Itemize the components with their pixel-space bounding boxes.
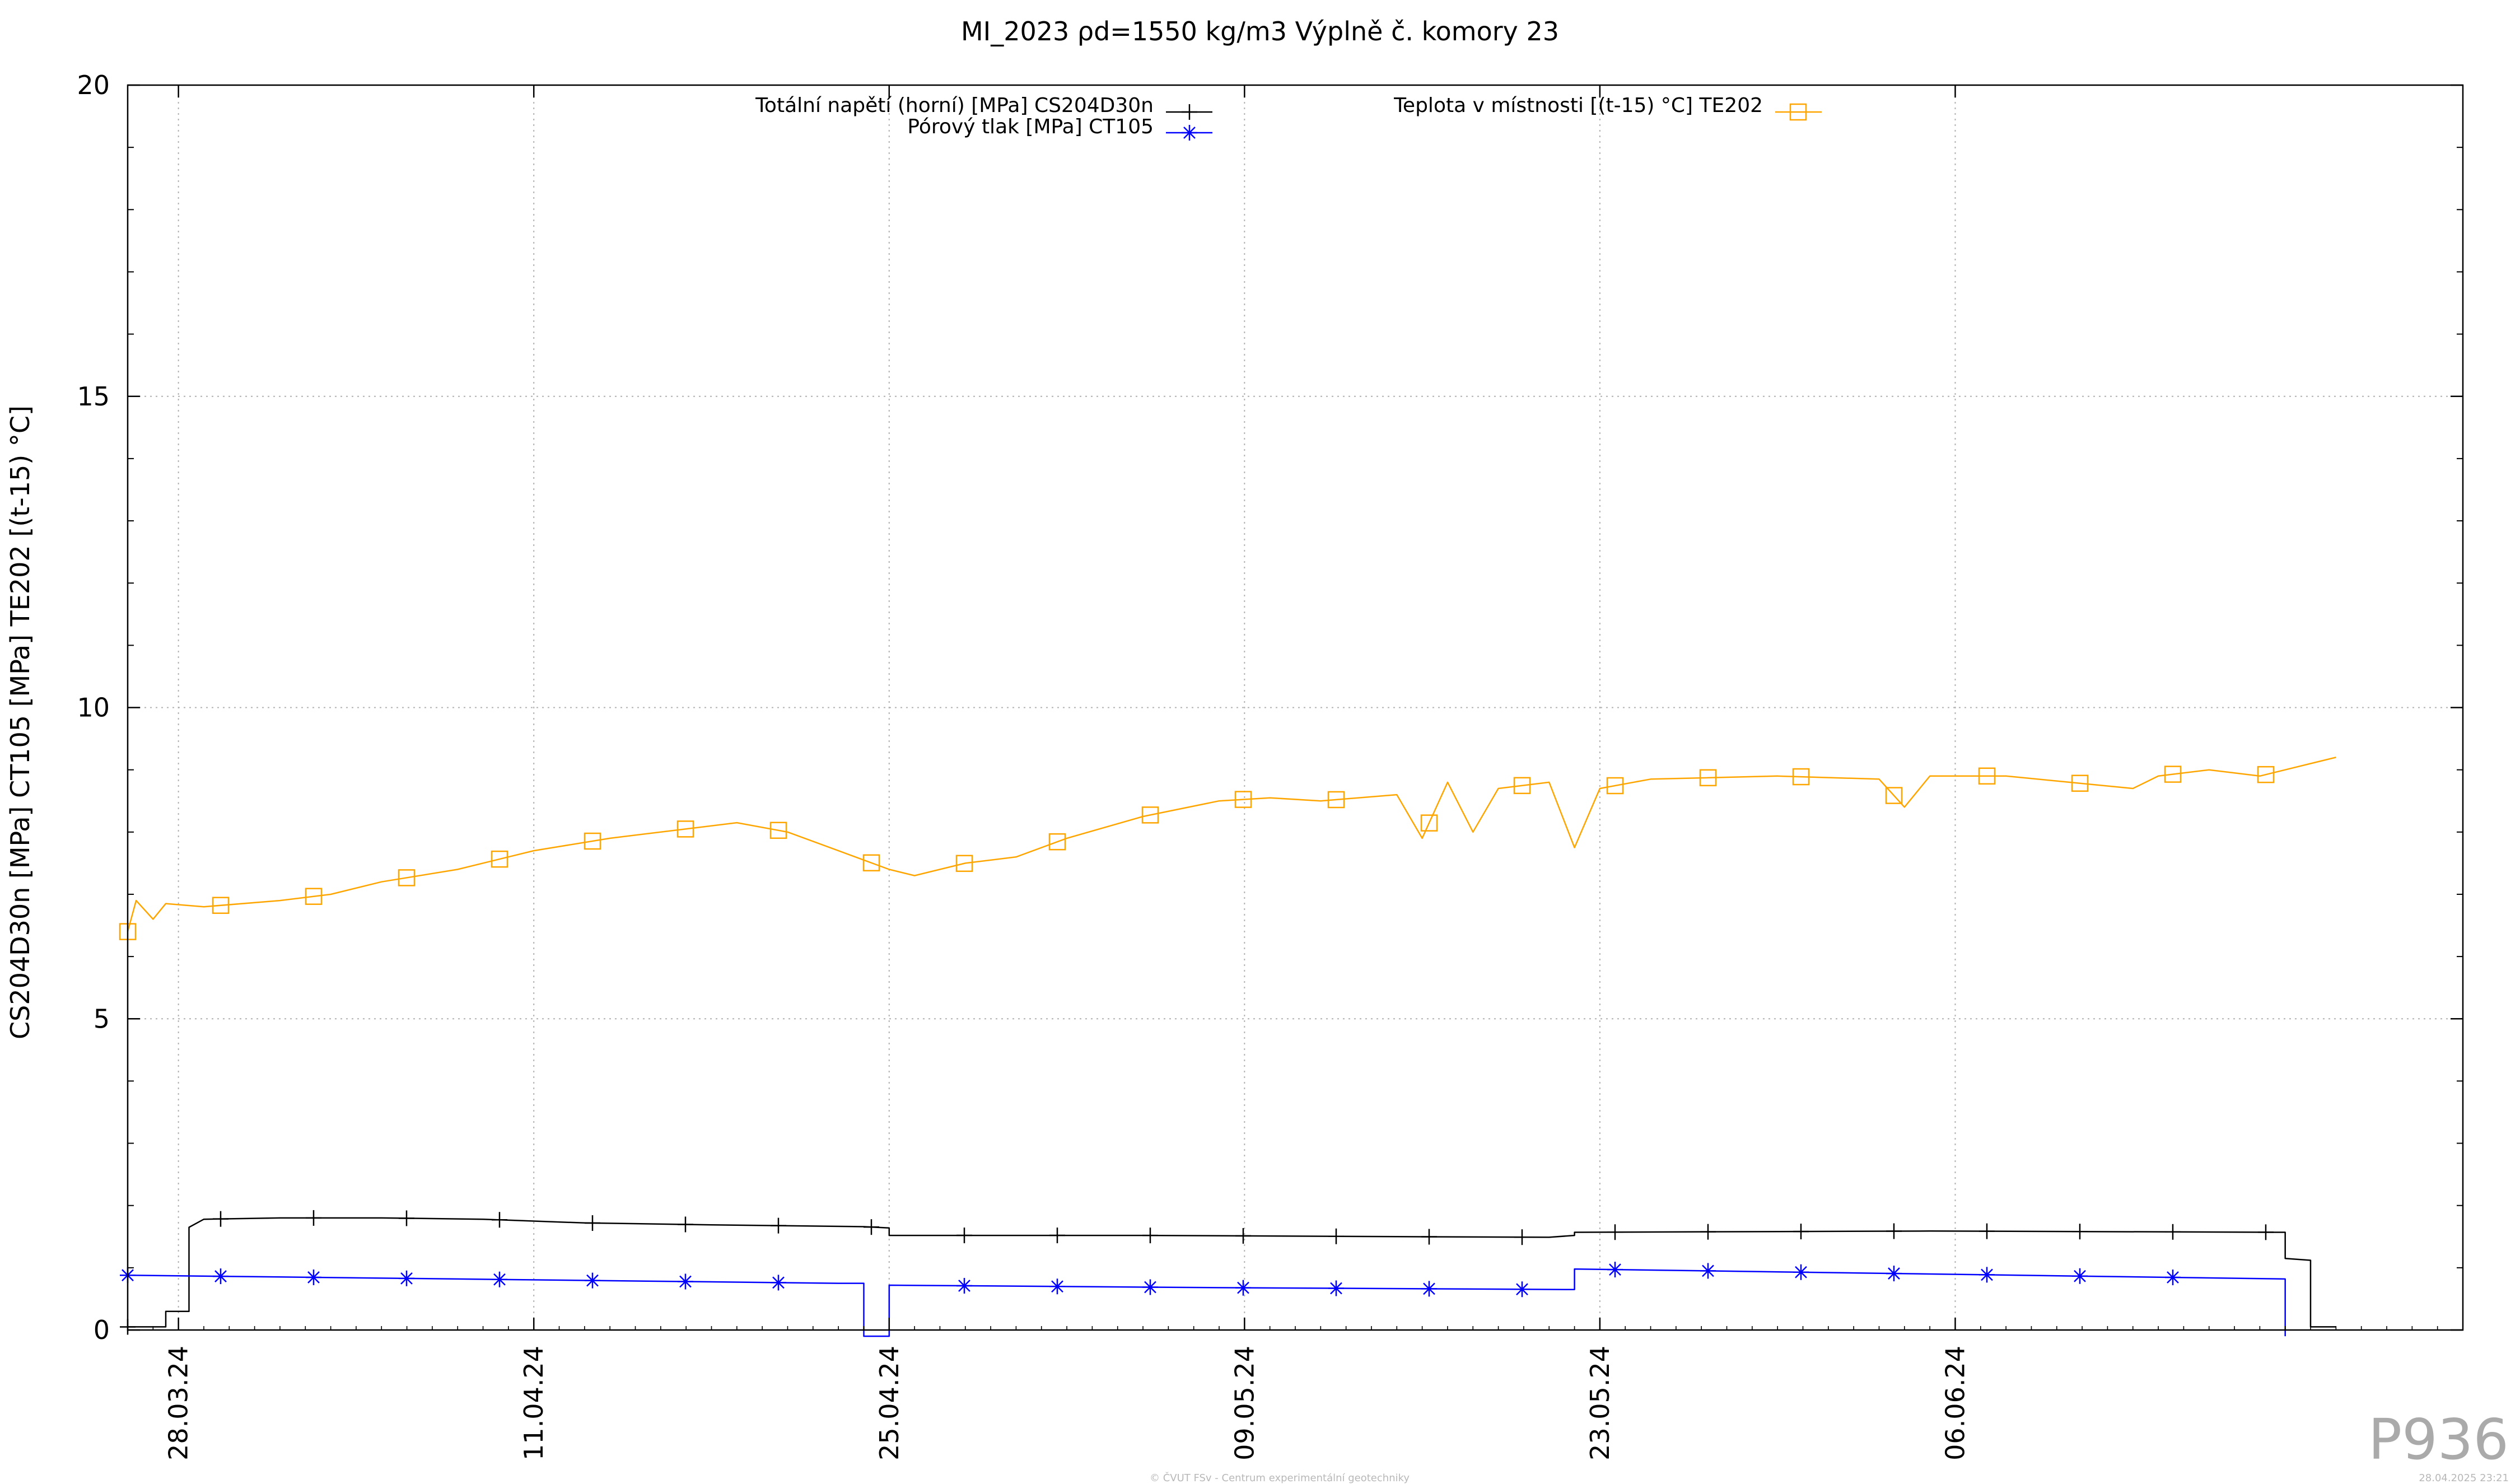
- data-point-ct105: [1328, 1280, 1344, 1296]
- y-tick-label: 15: [77, 381, 110, 412]
- data-point-te202: [1234, 791, 1252, 808]
- data-point-cs204d30n: [306, 1210, 321, 1226]
- data-point-te202: [769, 822, 787, 839]
- x-tick-label: 06.06.24: [1940, 1346, 1970, 1460]
- x-tick-label: 25.04.24: [874, 1346, 904, 1460]
- data-point-ct105: [306, 1269, 321, 1285]
- footer-copyright: © ČVUT FSv - Centrum experimentální geot…: [1150, 1472, 1410, 1484]
- data-point-te202: [1048, 833, 1066, 851]
- plot-frame: [127, 84, 2464, 1331]
- data-point-te202: [1327, 791, 1345, 809]
- data-point-ct105: [1049, 1278, 1065, 1295]
- x-tick-label: 28.03.24: [164, 1346, 194, 1460]
- y-tick-label: 0: [94, 1315, 110, 1345]
- legend-label-cs204d30n: Totální napětí (horní) [MPa] CS204D30n: [755, 94, 1154, 117]
- legend-marker-cs204d30n: [1182, 104, 1197, 120]
- data-point-te202: [2164, 766, 2182, 783]
- data-point-cs204d30n: [1049, 1228, 1065, 1244]
- data-point-te202: [1141, 806, 1159, 824]
- data-point-te202: [1606, 777, 1624, 795]
- data-point-ct105: [1421, 1281, 1437, 1297]
- data-point-te202: [2257, 766, 2275, 783]
- axis-ticks: 0 5 10 15 20 28.03.24 11.04.24 25.04.24 09.05.24…: [77, 70, 2463, 1460]
- data-point-te202: [1792, 768, 1810, 786]
- data-point-ct105: [771, 1275, 786, 1291]
- data-point-te202: [1885, 787, 1903, 804]
- series-line-cs204d30n: [128, 1217, 2336, 1328]
- data-point-ct105: [1142, 1279, 1158, 1295]
- y-tick-label: 10: [77, 693, 110, 723]
- data-point-cs204d30n: [1235, 1228, 1251, 1244]
- data-point-te202: [305, 888, 323, 905]
- data-point-ct105: [1886, 1266, 1902, 1282]
- data-point-te202: [2071, 774, 2089, 792]
- data-point-te202: [862, 854, 880, 872]
- data-point-ct105: [1514, 1281, 1530, 1298]
- x-tick-label: 09.05.24: [1229, 1346, 1259, 1460]
- data-point-te202: [584, 832, 601, 850]
- data-point-te202: [1420, 814, 1438, 832]
- y-axis-label: CS204D30n [MPa] CT105 [MPa] TE202 [(t-15…: [5, 405, 35, 1039]
- grid-lines: [128, 85, 2463, 1330]
- data-point-cs204d30n: [1421, 1229, 1437, 1245]
- legend-label-te202: Teplota v místnosti [(t-15) °C] TE202: [1393, 94, 1763, 117]
- series-line-te202: [127, 757, 2336, 932]
- series-line-ct105: [127, 1268, 2286, 1337]
- data-point-ct105: [492, 1271, 507, 1287]
- data-point-te202: [491, 850, 508, 868]
- series-markers: [119, 766, 2275, 1335]
- data-point-ct105: [1979, 1267, 1995, 1283]
- data-point-cs204d30n: [2072, 1224, 2088, 1240]
- data-point-te202: [676, 820, 694, 838]
- data-point-cs204d30n: [585, 1215, 600, 1231]
- data-point-ct105: [1700, 1263, 1716, 1279]
- data-point-te202: [1513, 777, 1531, 795]
- legend-marker-ct105: [1182, 125, 1197, 141]
- legend-marker-te202: [1789, 103, 1807, 121]
- data-point-ct105: [585, 1272, 600, 1289]
- data-point-ct105: [213, 1268, 228, 1285]
- data-point-ct105: [2072, 1268, 2088, 1284]
- data-point-te202: [1699, 769, 1717, 787]
- legend: Totální napětí (horní) [MPa] CS204D30n P…: [755, 94, 1822, 141]
- data-point-cs204d30n: [771, 1217, 786, 1234]
- data-point-ct105: [956, 1277, 972, 1294]
- data-point-cs204d30n: [399, 1210, 414, 1226]
- series-lines: [127, 757, 2336, 1337]
- data-point-cs204d30n: [864, 1219, 879, 1235]
- data-point-te202: [955, 855, 973, 872]
- footer-timestamp: 28.04.2025 23:21: [2419, 1472, 2509, 1484]
- data-point-ct105: [2165, 1270, 2181, 1286]
- data-point-ct105: [678, 1273, 693, 1290]
- data-point-cs204d30n: [1514, 1229, 1530, 1245]
- corner-label: P936: [2368, 1407, 2509, 1472]
- y-tick-label: 5: [94, 1004, 110, 1034]
- chart-title: MI_2023 ρd=1550 kg/m3 Výplně č. komory 2…: [961, 16, 1559, 46]
- data-point-cs204d30n: [1793, 1224, 1809, 1240]
- x-tick-label: 23.05.24: [1585, 1346, 1615, 1460]
- legend-label-ct105: Pórový tlak [MPa] CT105: [907, 115, 1154, 138]
- data-point-cs204d30n: [1328, 1228, 1344, 1244]
- data-point-te202: [1978, 767, 1996, 785]
- data-point-cs204d30n: [2258, 1224, 2274, 1240]
- data-point-te202: [398, 869, 416, 886]
- data-point-te202: [212, 897, 230, 914]
- data-point-cs204d30n: [1886, 1223, 1902, 1239]
- data-point-cs204d30n: [1700, 1224, 1716, 1240]
- data-point-cs204d30n: [1979, 1223, 1995, 1239]
- data-point-cs204d30n: [1142, 1228, 1158, 1244]
- y-tick-label: 20: [77, 70, 110, 100]
- data-point-ct105: [1607, 1262, 1623, 1278]
- data-point-cs204d30n: [492, 1212, 507, 1228]
- data-point-cs204d30n: [2165, 1224, 2181, 1240]
- data-point-ct105: [1793, 1264, 1809, 1280]
- data-point-cs204d30n: [678, 1216, 693, 1233]
- data-point-ct105: [399, 1270, 414, 1286]
- data-point-cs204d30n: [1607, 1224, 1623, 1240]
- x-tick-label: 11.04.24: [519, 1346, 549, 1460]
- data-point-ct105: [1235, 1280, 1251, 1296]
- data-point-cs204d30n: [213, 1211, 228, 1227]
- data-point-cs204d30n: [956, 1228, 972, 1244]
